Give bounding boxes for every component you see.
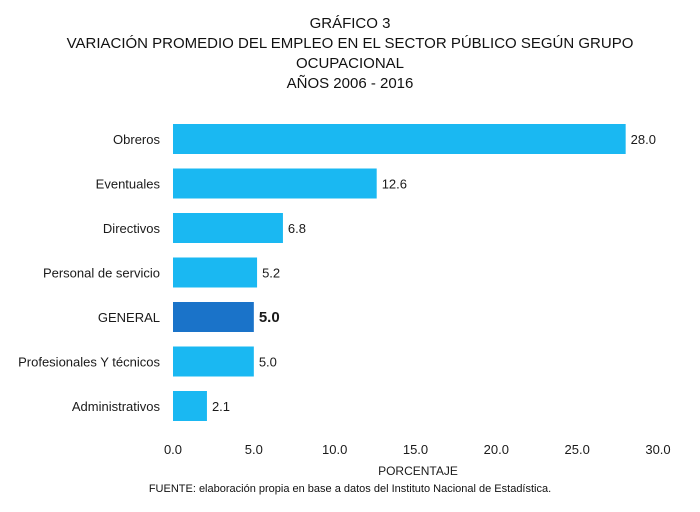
data-label: 5.0	[259, 309, 280, 326]
data-label: 28.0	[631, 132, 656, 147]
category-label: Profesionales Y técnicos	[18, 355, 160, 370]
title-line-4: AÑOS 2006 - 2016	[286, 75, 414, 92]
source-note: FUENTE: elaboración propia en base a dat…	[148, 483, 552, 495]
data-label: 12.6	[382, 177, 407, 192]
chart-title: GRÁFICO 3 VARIACIÓN PROMEDIO DEL EMPLEO …	[0, 14, 700, 94]
bar	[173, 213, 283, 243]
data-label: 5.2	[262, 266, 280, 281]
category-label: Administrativos	[72, 399, 161, 414]
x-axis-title: PORCENTAJE	[378, 464, 458, 478]
x-tick-label: 25.0	[565, 442, 590, 457]
x-tick-label: 0.0	[164, 442, 182, 457]
x-tick-label: 15.0	[403, 442, 428, 457]
title-line-1: GRÁFICO 3	[309, 15, 391, 32]
x-tick-label: 10.0	[322, 442, 347, 457]
bar	[173, 391, 207, 421]
bar	[173, 302, 254, 332]
category-label: GENERAL	[98, 310, 160, 325]
x-tick-label: 30.0	[645, 442, 670, 457]
data-label: 5.0	[259, 355, 277, 370]
data-label: 6.8	[288, 221, 306, 236]
title-line-3: OCUPACIONAL	[295, 55, 405, 72]
category-label: Eventuales	[96, 177, 161, 192]
bar	[173, 168, 377, 199]
category-label: Obreros	[113, 132, 160, 147]
bar	[173, 124, 626, 154]
bar	[173, 257, 258, 288]
data-label: 2.1	[212, 399, 230, 414]
x-tick-label: 5.0	[245, 442, 263, 457]
category-label: Directivos	[103, 221, 161, 236]
category-label: Personal de servicio	[43, 266, 160, 281]
x-tick-label: 20.0	[484, 442, 509, 457]
title-line-2: VARIACIÓN PROMEDIO DEL EMPLEO EN EL SECT…	[66, 35, 634, 52]
bar	[173, 346, 254, 377]
